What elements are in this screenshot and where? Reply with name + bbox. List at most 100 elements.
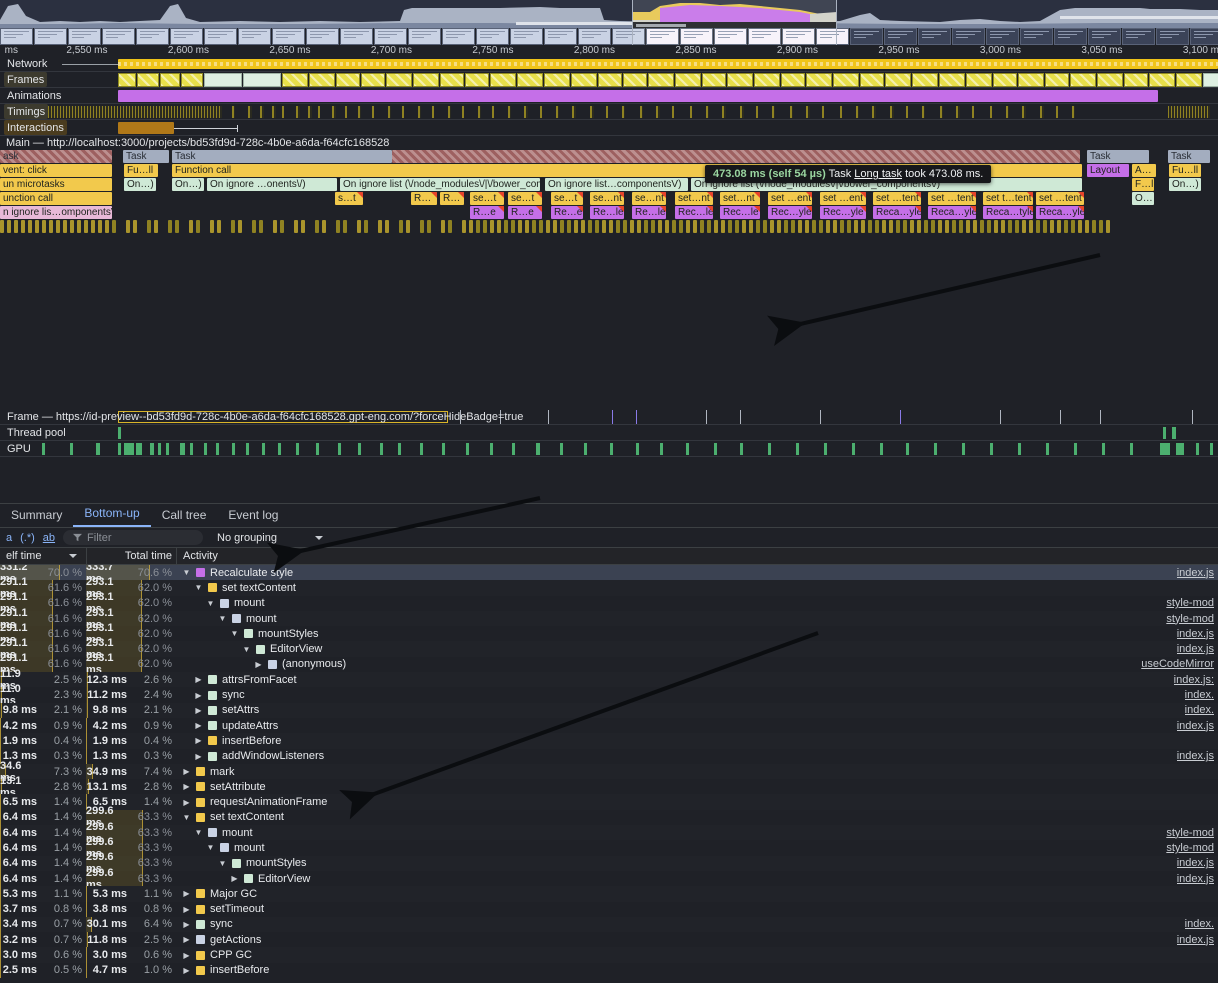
flamechart-event[interactable] [427,220,431,233]
flamechart-event[interactable]: se…t [551,192,583,205]
flamechart-event[interactable] [1001,220,1005,233]
timing-marker[interactable] [640,106,643,118]
flamechart-event[interactable] [798,220,802,233]
filmstrip-thumbnail[interactable] [306,28,339,45]
frame-block[interactable] [361,73,385,87]
frame-marker[interactable] [1100,410,1101,424]
flamechart-event[interactable]: On…) [172,178,204,191]
cell-activity[interactable]: ▶ setAttrs index. [176,703,1218,718]
frame-block[interactable] [993,73,1017,87]
cell-activity[interactable]: ▶ (anonymous) useCodeMirror [176,657,1218,672]
flamechart-event[interactable] [21,220,25,233]
flamechart-event[interactable] [686,220,690,233]
cell-activity[interactable]: ▼ set textContent [176,810,1218,825]
table-row[interactable]: 11.9 ms 2.5 % 12.3 ms 2.6 % ▶ attrsFromFacet i… [0,668,1218,692]
table-row[interactable]: 3.0 ms 0.6 % 3.0 ms 0.6 % ▶ CPP GC [0,947,1218,963]
flamechart-event[interactable]: Rec…yle [820,206,866,219]
timing-marker[interactable] [540,106,542,118]
flamechart-event[interactable] [70,220,74,233]
track-network[interactable]: Network [0,56,1218,72]
flamechart-event[interactable] [210,220,214,233]
timing-marker[interactable] [956,106,960,118]
table-row[interactable]: 291.1 ms 61.6 % 293.1 ms 62.0 % ▼ EditorView i… [0,637,1218,661]
frame-marker[interactable] [706,410,707,424]
frame-marker[interactable] [636,410,637,424]
gpu-event[interactable] [136,443,142,455]
network-request-bar[interactable] [118,59,1218,69]
source-link[interactable]: index.js [1176,872,1214,885]
timing-marker[interactable] [372,106,374,118]
flamechart-event[interactable] [336,220,340,233]
flamechart-event[interactable] [98,220,102,233]
flamechart-event[interactable] [448,220,452,233]
expand-arrow-down-icon[interactable]: ▼ [206,843,215,853]
timing-marker[interactable] [672,106,674,118]
thread-pool-event[interactable] [118,427,121,439]
timing-marker[interactable] [690,106,692,118]
flamechart-event[interactable] [511,220,515,233]
flamechart-event[interactable] [581,220,585,233]
filmstrip[interactable] [0,28,1218,45]
flamechart-event[interactable]: set …tent [873,192,921,205]
flamechart-event[interactable]: On…) [1169,178,1201,191]
flamechart-event[interactable] [126,220,130,233]
flamechart-event[interactable]: Re…e [551,206,583,219]
gpu-event[interactable] [262,443,265,455]
flamechart-event[interactable] [441,220,445,233]
flamechart-event[interactable] [910,220,914,233]
flamechart-event[interactable] [1078,220,1082,233]
flamechart-row[interactable]: un microtasks On…) On…) On ignore …onents\/… [0,178,1218,191]
thread-pool-event[interactable] [1172,427,1176,439]
regex-icon[interactable]: (.*) [20,531,35,544]
timing-marker[interactable] [358,106,361,118]
flamechart-event[interactable] [735,220,739,233]
details-toolbar[interactable]: a (.*) ab Filter No grouping [0,528,1218,548]
frame-block[interactable] [1176,73,1202,87]
flamechart-event[interactable]: A… [1132,164,1156,177]
gpu-event[interactable] [1160,443,1170,455]
flamechart-event[interactable]: Task [172,150,392,163]
cell-activity[interactable]: ▶ Major GC [176,886,1218,901]
timing-marker[interactable] [418,106,421,118]
expand-arrow-right-icon[interactable]: ▶ [195,705,202,715]
flamechart-event[interactable] [567,220,571,233]
timing-marker[interactable] [1168,106,1210,118]
flamechart-event[interactable] [980,220,984,233]
gpu-event[interactable] [1018,443,1021,455]
gpu-event[interactable] [150,443,154,455]
timing-marker[interactable] [656,106,660,118]
expand-arrow-right-icon[interactable]: ▶ [195,751,202,761]
source-link[interactable]: index.js [1176,643,1214,656]
filmstrip-thumbnail[interactable] [34,28,67,45]
flamechart-event[interactable] [378,220,382,233]
flamechart-event[interactable]: O… [1132,192,1154,205]
flamechart-event[interactable] [966,220,970,233]
source-link[interactable]: index.js [1176,933,1214,946]
frame-block[interactable] [386,73,412,87]
gpu-event[interactable] [358,443,361,455]
flamechart-event[interactable]: On ignore list…componentsV) [545,178,688,191]
source-link[interactable]: style-mod [1166,826,1214,839]
frame-block[interactable] [465,73,489,87]
flamechart-event[interactable]: set…nt [675,192,713,205]
flamechart-event[interactable] [1008,220,1012,233]
flamechart-event[interactable] [63,220,67,233]
flamechart-event[interactable] [721,220,725,233]
details-tabs[interactable]: Summary Bottom-up Call tree Event log [0,504,1218,528]
flamechart-event[interactable] [0,220,4,233]
gpu-event[interactable] [490,443,493,455]
filmstrip-thumbnail[interactable] [238,28,271,45]
frame-block[interactable] [727,73,753,87]
flamechart-event[interactable]: Rec…le [720,206,760,219]
frame-marker[interactable] [1000,410,1001,424]
flamechart-event[interactable] [763,220,767,233]
expand-arrow-down-icon[interactable]: ▼ [218,858,227,868]
filmstrip-thumbnail[interactable] [918,28,951,45]
table-row[interactable]: 5.3 ms 1.1 % 5.3 ms 1.1 % ▶ Major GC [0,886,1218,902]
table-row[interactable]: 13.1 ms 2.8 % 13.1 ms 2.8 % ▶ setAttribute [0,775,1218,799]
table-row[interactable]: 3.4 ms 0.7 % 30.1 ms 6.4 % ▶ sync index. [0,916,1218,933]
flamechart-event[interactable]: Fu…ll [1169,164,1201,177]
interaction-bar[interactable] [118,122,174,134]
tab-call-tree[interactable]: Call tree [161,508,207,522]
flamechart-event[interactable] [231,220,235,233]
